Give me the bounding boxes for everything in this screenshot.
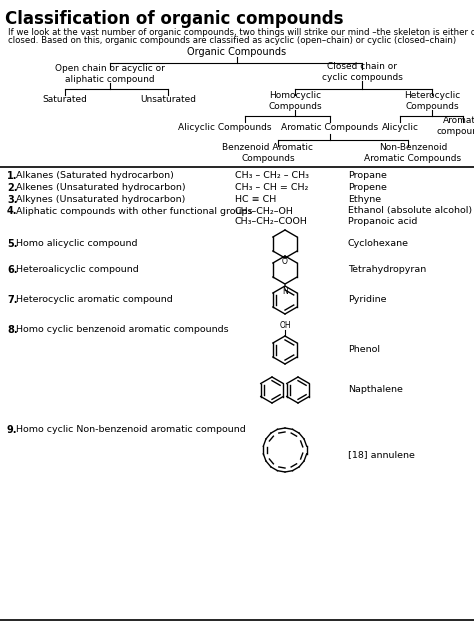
- Text: 3.: 3.: [7, 195, 18, 205]
- Text: Aromatic Compounds: Aromatic Compounds: [282, 124, 379, 132]
- Text: closed. Based on this, organic compounds are classified as acyclic (open–chain) : closed. Based on this, organic compounds…: [8, 36, 456, 45]
- Text: Phenol: Phenol: [348, 345, 380, 355]
- Text: Ethanol (absolute alcohol): Ethanol (absolute alcohol): [348, 206, 472, 215]
- Text: Open chain or acyclic or
aliphatic compound: Open chain or acyclic or aliphatic compo…: [55, 64, 165, 83]
- Text: Aromatic
compounds: Aromatic compounds: [437, 117, 474, 136]
- Text: Homo cyclic Non-benzenoid aromatic compound: Homo cyclic Non-benzenoid aromatic compo…: [16, 426, 246, 434]
- Text: Alicyclic: Alicyclic: [382, 122, 419, 131]
- Text: Alkynes (Unsaturated hydrocarbon): Alkynes (Unsaturated hydrocarbon): [16, 196, 185, 204]
- Text: Alkenes (Unsaturated hydrocarbon): Alkenes (Unsaturated hydrocarbon): [16, 183, 186, 192]
- Text: Alicyclic Compounds: Alicyclic Compounds: [178, 124, 272, 132]
- Text: 7.: 7.: [7, 295, 18, 305]
- Text: Alkanes (Saturated hydrocarbon): Alkanes (Saturated hydrocarbon): [16, 171, 174, 180]
- Text: Tetrahydropyran: Tetrahydropyran: [348, 266, 426, 275]
- Text: 4.: 4.: [7, 206, 18, 216]
- Text: Homo alicyclic compound: Homo alicyclic compound: [16, 240, 137, 248]
- Text: N: N: [282, 287, 288, 296]
- Text: Closed chain or
cyclic compounds: Closed chain or cyclic compounds: [321, 62, 402, 82]
- Text: Heteroalicyclic compound: Heteroalicyclic compound: [16, 266, 139, 275]
- Text: Pyridine: Pyridine: [348, 296, 386, 304]
- Text: Propanoic acid: Propanoic acid: [348, 217, 418, 225]
- Text: Propane: Propane: [348, 171, 387, 180]
- Text: OH: OH: [279, 322, 291, 331]
- Text: O: O: [282, 257, 288, 266]
- Text: Unsaturated: Unsaturated: [140, 96, 196, 104]
- Text: CH₃–CH₂–OH: CH₃–CH₂–OH: [235, 206, 294, 215]
- Text: Classification of organic compounds: Classification of organic compounds: [5, 10, 344, 28]
- Text: Heterocyclic aromatic compound: Heterocyclic aromatic compound: [16, 296, 173, 304]
- Text: 6.: 6.: [7, 265, 18, 275]
- Text: 9.: 9.: [7, 425, 18, 435]
- Text: Propene: Propene: [348, 183, 387, 192]
- Text: CH₃ – CH = CH₂: CH₃ – CH = CH₂: [235, 183, 309, 192]
- Text: HC ≡ CH: HC ≡ CH: [235, 196, 276, 204]
- Text: Cyclohexane: Cyclohexane: [348, 240, 409, 248]
- Text: CH₃–CH₂–COOH: CH₃–CH₂–COOH: [235, 217, 308, 225]
- Text: 1.: 1.: [7, 171, 18, 181]
- Text: Organic Compounds: Organic Compounds: [187, 47, 287, 57]
- Text: Napthalene: Napthalene: [348, 385, 403, 394]
- Text: Benzenoid Aromatic
Compounds: Benzenoid Aromatic Compounds: [222, 143, 313, 162]
- Text: Ethyne: Ethyne: [348, 196, 381, 204]
- Text: Non-Benzenoid
Aromatic Compounds: Non-Benzenoid Aromatic Compounds: [365, 143, 462, 162]
- Text: If we look at the vast number of organic compounds, two things will strike our m: If we look at the vast number of organic…: [8, 28, 474, 37]
- Text: Homo cyclic benzenoid aromatic compounds: Homo cyclic benzenoid aromatic compounds: [16, 326, 228, 334]
- Text: CH₃ – CH₂ – CH₃: CH₃ – CH₂ – CH₃: [235, 171, 309, 180]
- Text: 5.: 5.: [7, 239, 18, 249]
- Text: 2.: 2.: [7, 183, 18, 193]
- Text: Homocyclic
Compounds: Homocyclic Compounds: [268, 91, 322, 111]
- Text: Aliphatic compounds with other functional groups: Aliphatic compounds with other functiona…: [16, 206, 253, 215]
- Text: [18] annulene: [18] annulene: [348, 450, 415, 459]
- Text: Saturated: Saturated: [43, 96, 87, 104]
- Text: 8.: 8.: [7, 325, 18, 335]
- Text: Heterocyclic
Compounds: Heterocyclic Compounds: [404, 91, 460, 111]
